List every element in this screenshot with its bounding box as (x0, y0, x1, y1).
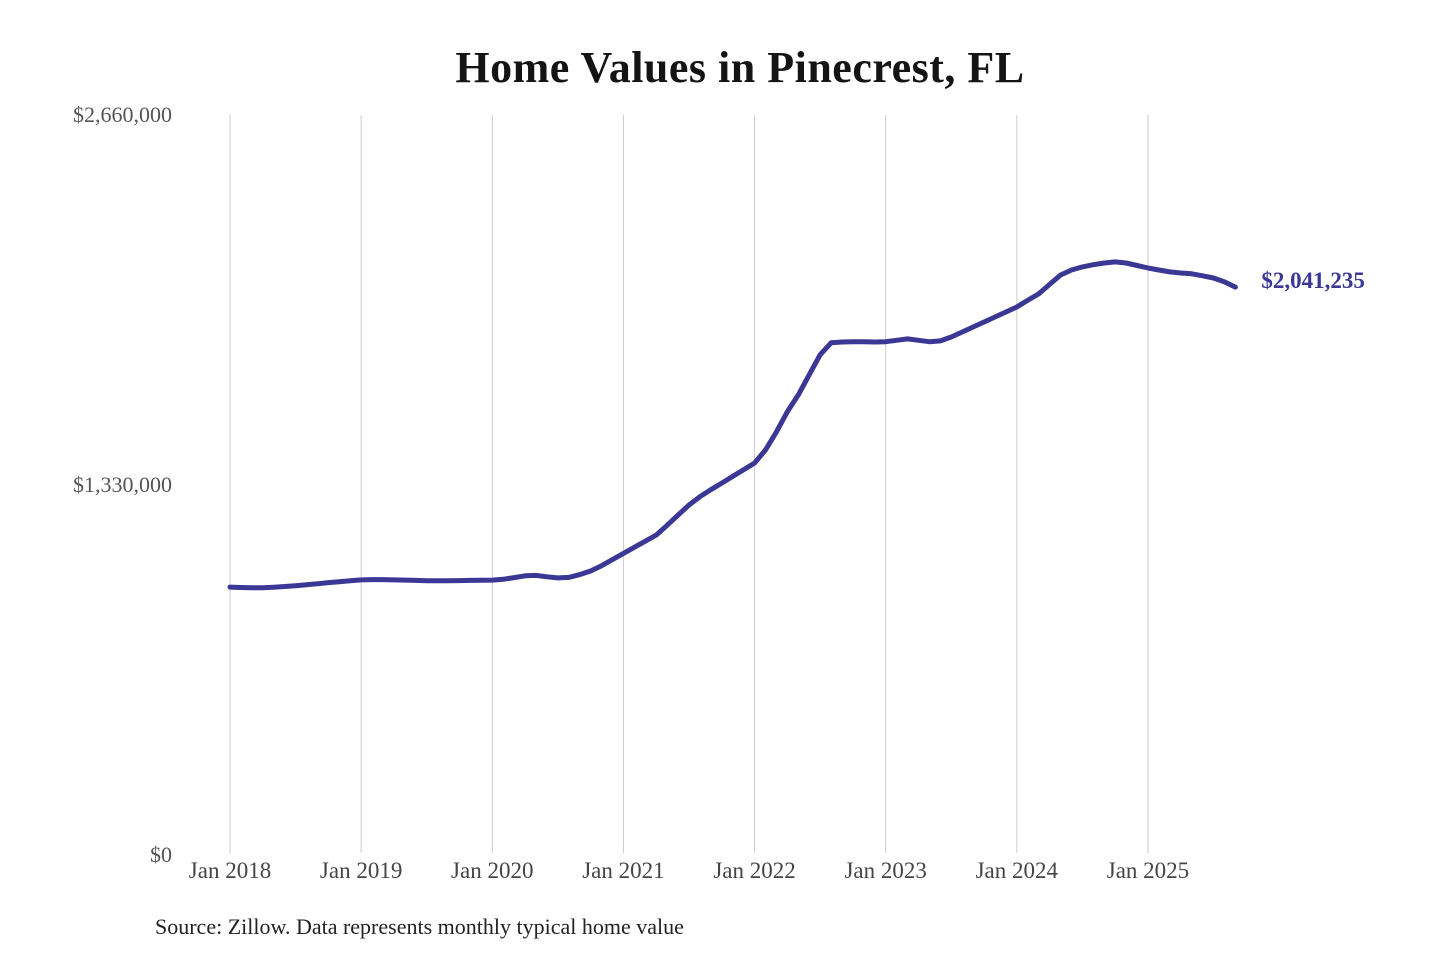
chart-title: Home Values in Pinecrest, FL (455, 43, 1025, 92)
y-tick-label: $1,330,000 (73, 472, 172, 497)
x-tick-label: Jan 2024 (975, 858, 1059, 883)
latest-value-label: $2,041,235 (1261, 268, 1365, 294)
x-tick-label: Jan 2018 (188, 858, 272, 883)
x-tick-label: Jan 2022 (713, 858, 796, 883)
home-value-line (227, 259, 1238, 591)
x-tick-label: Jan 2020 (451, 858, 534, 883)
x-tick-label: Jan 2019 (319, 858, 403, 883)
x-tick-label: Jan 2025 (1106, 858, 1190, 883)
x-tick-label: Jan 2023 (844, 858, 927, 883)
y-tick-label: $0 (150, 842, 172, 867)
x-tick-label: Jan 2021 (582, 858, 665, 883)
source-note: Source: Zillow. Data represents monthly … (155, 914, 684, 939)
y-tick-label: $2,660,000 (73, 102, 172, 127)
